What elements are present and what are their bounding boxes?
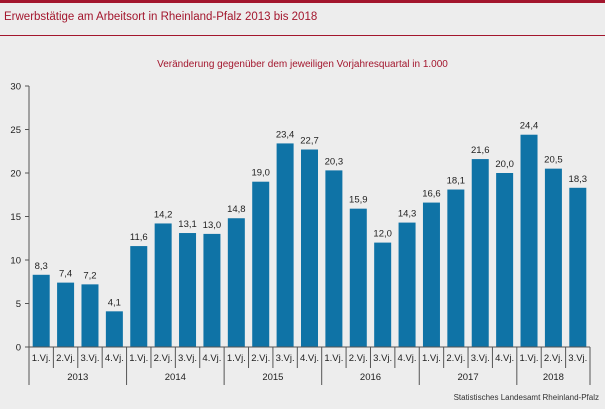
source-note: Statistisches Landesamt Rheinland-Pfalz — [453, 393, 599, 402]
bar-value-label: 13,0 — [203, 220, 222, 231]
bar-value-label: 15,9 — [349, 195, 368, 206]
bar-value-label: 18,1 — [447, 176, 466, 187]
x-tick-label: 1.Vj. — [32, 353, 51, 364]
bar-value-label: 20,5 — [544, 155, 563, 166]
x-group-label: 2017 — [457, 372, 478, 383]
bar-value-label: 7,4 — [59, 269, 72, 280]
bar — [227, 218, 245, 347]
y-tick-label: 25 — [10, 125, 21, 136]
x-tick-label: 3.Vj. — [568, 353, 587, 364]
bar — [203, 233, 221, 347]
x-group-label: 2018 — [543, 372, 564, 383]
bar-value-label: 21,6 — [471, 145, 490, 156]
bar-value-label: 20,3 — [325, 156, 344, 167]
bar-value-label: 11,6 — [130, 232, 148, 243]
bar — [325, 170, 343, 347]
x-tick-label: 2.Vj. — [349, 353, 368, 364]
x-tick-label: 1.Vj. — [520, 353, 539, 364]
bar-value-label: 14,8 — [227, 204, 246, 215]
x-tick-label: 1.Vj. — [227, 353, 246, 364]
x-tick-label: 2.Vj. — [56, 353, 75, 364]
y-tick-label: 0 — [16, 343, 21, 354]
x-group-label: 2016 — [360, 372, 381, 383]
x-tick-label: 4.Vj. — [105, 353, 124, 364]
y-tick-label: 15 — [10, 212, 21, 223]
bar — [57, 282, 75, 347]
bar — [32, 274, 50, 347]
x-tick-label: 4.Vj. — [398, 353, 417, 364]
bar-value-label: 18,3 — [569, 174, 588, 185]
bar — [154, 223, 172, 347]
bar-series: 8,3 7,4 7,2 4,1 11,6 14,2 13,1 13,0 14,8 19,0 23,4… — [32, 121, 588, 347]
bar — [422, 202, 440, 347]
bar — [105, 311, 123, 347]
x-tick-label: 4.Vj. — [495, 353, 514, 364]
x-group-label: 2014 — [165, 372, 186, 383]
bar-value-label: 16,6 — [422, 189, 441, 200]
x-tick-label: 4.Vj. — [202, 353, 221, 364]
bar — [496, 173, 514, 347]
bar — [520, 134, 538, 347]
bar — [471, 159, 489, 347]
bar — [447, 189, 465, 347]
x-tick-label: 1.Vj. — [129, 353, 148, 364]
x-tick-label: 4.Vj. — [300, 353, 319, 364]
bar — [374, 242, 392, 347]
bar — [179, 233, 197, 347]
x-tick-label: 3.Vj. — [80, 353, 99, 364]
bar-value-label: 19,0 — [251, 168, 270, 179]
bar-value-label: 12,0 — [373, 229, 392, 240]
bar — [544, 168, 562, 347]
x-tick-label: 2.Vj. — [251, 353, 270, 364]
x-tick-label: 3.Vj. — [178, 353, 197, 364]
bar — [252, 181, 270, 347]
chart-subtitle: Veränderung gegenüber dem jeweiligen Vor… — [157, 59, 448, 70]
title-divider — [0, 35, 605, 36]
page-title: Erwerbstätige am Arbeitsort in Rheinland… — [4, 11, 318, 23]
x-group-label: 2015 — [262, 372, 283, 383]
bar-value-label: 8,3 — [35, 261, 48, 272]
top-accent-rule — [0, 0, 605, 3]
x-tick-label: 2.Vj. — [544, 353, 563, 364]
x-tick-label: 1.Vj. — [422, 353, 441, 364]
bar-value-label: 20,0 — [495, 159, 514, 170]
bar-value-label: 7,2 — [83, 270, 96, 281]
bar — [81, 284, 99, 347]
bar-value-label: 14,3 — [398, 209, 417, 220]
x-tick-label: 3.Vj. — [276, 353, 295, 364]
bar — [569, 187, 587, 347]
y-tick-label: 30 — [10, 82, 21, 93]
bar-value-label: 22,7 — [300, 136, 319, 147]
y-axis: 0 5 10 15 20 25 30 — [10, 82, 30, 354]
x-tick-label: 3.Vj. — [373, 353, 392, 364]
bar-value-label: 23,4 — [276, 129, 295, 140]
y-tick-label: 5 — [16, 299, 21, 310]
bar — [301, 149, 318, 347]
bar — [130, 246, 148, 347]
bar-value-label: 24,4 — [520, 121, 539, 132]
bar-value-label: 4,1 — [108, 297, 121, 308]
bar — [276, 143, 294, 347]
x-tick-label: 3.Vj. — [471, 353, 490, 364]
x-group-label: 2013 — [67, 372, 88, 383]
bar-value-label: 14,2 — [154, 209, 173, 220]
x-tick-label: 1.Vj. — [324, 353, 343, 364]
bar-value-label: 13,1 — [178, 219, 197, 230]
bar — [349, 208, 367, 347]
x-tick-label: 2.Vj. — [154, 353, 173, 364]
y-tick-label: 20 — [10, 169, 21, 180]
x-tick-label: 2.Vj. — [446, 353, 465, 364]
x-axis: 1.Vj. 2.Vj. 3.Vj. 4.Vj. 1.Vj. 2.Vj. 3.Vj. 4.Vj.… — [28, 346, 591, 385]
y-tick-label: 10 — [10, 256, 21, 267]
bar — [398, 222, 416, 347]
